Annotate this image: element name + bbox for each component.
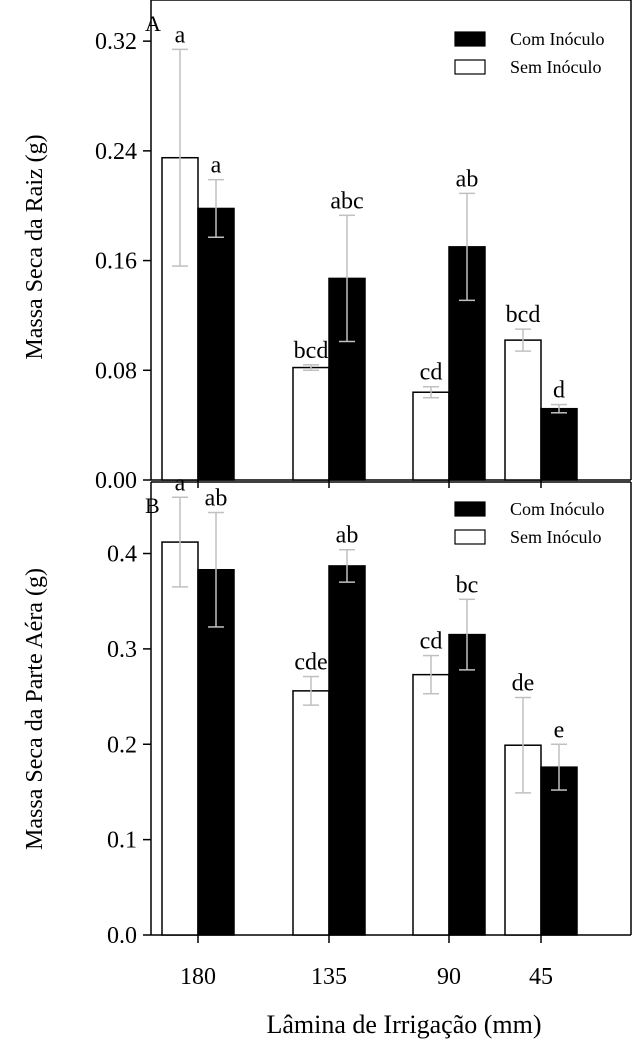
panel-b-shoot-mass-chart: 0.0 0.1 0.2 0.3 0.4 Massa Seca da Parte Aéra … (22, 470, 632, 990)
panel-a-error-bar-sem-inoculo-180 (172, 48, 188, 267)
panel-a-error-bar-sem-inoculo-90 (423, 385, 439, 399)
panel-a-legend-swatch-com-inoculo (454, 31, 486, 47)
panel-b-legend-swatch-com-inoculo (454, 501, 486, 517)
panel-b-error-bar-com-inoculo-180 (208, 511, 224, 628)
panel-a-y-axis-label: Massa Seca da Raiz (g) (22, 134, 48, 359)
x-axis-label: Lâmina de Irrigação (mm) (266, 1010, 541, 1039)
panel-a-significance-label-sem-inoculo-180: a (175, 22, 186, 48)
panel-a-legend: Com Inóculo Sem Inóculo (454, 29, 605, 77)
panel-b-bar-sem-inoculo-180 (161, 541, 199, 936)
panel-b-y-tick-label-0-0: 0.0 (107, 923, 137, 949)
panel-b-y-axis-label: Massa Seca da Parte Aéra (g) (22, 568, 48, 850)
panel-a-y-tick-label-0-08: 0.08 (95, 358, 137, 384)
panel-b-bar-com-inoculo-135 (328, 565, 366, 936)
panel-b-bar-sem-inoculo-90 (412, 673, 450, 936)
panel-b-legend-swatch-sem-inoculo (454, 529, 486, 545)
x-tick-label-135: 135 (311, 964, 347, 990)
panel-b-error-bar-sem-inoculo-90 (423, 654, 439, 695)
x-tick-label-45: 45 (529, 964, 553, 990)
panel-b-significance-label-sem-inoculo-135: cde (294, 650, 327, 676)
panel-b-significance-label-com-inoculo-180: ab (205, 486, 228, 512)
panel-a-significance-label-com-inoculo-45: d (553, 378, 565, 404)
panel-b-significance-label-sem-inoculo-180: a (175, 470, 186, 496)
panel-b-legend-label-sem-inoculo: Sem Inóculo (510, 527, 602, 547)
panel-a-significance-label-com-inoculo-90: ab (456, 166, 479, 192)
x-tick-label-180: 180 (180, 964, 216, 990)
x-tick-label-90: 90 (437, 964, 461, 990)
panel-b-y-tick-label-0-2: 0.2 (107, 732, 137, 758)
panel-a-bar-com-inoculo-45 (540, 407, 578, 481)
panel-b-significance-label-com-inoculo-135: ab (336, 523, 359, 549)
panel-a-significance-label-sem-inoculo-45: bcd (506, 302, 541, 328)
panel-a-panel-label: A (145, 11, 161, 36)
panel-a-error-bar-com-inoculo-45 (551, 403, 567, 414)
panel-b-significance-label-sem-inoculo-45: de (512, 671, 535, 697)
panel-a-error-bar-com-inoculo-180 (208, 178, 224, 239)
panel-a-significance-label-sem-inoculo-90: cd (420, 360, 443, 386)
panel-b-significance-label-com-inoculo-45: e (554, 717, 565, 743)
panel-b-y-tick-label-0-1: 0.1 (107, 828, 137, 854)
panel-b-significance-label-sem-inoculo-90: cd (420, 629, 443, 655)
panel-a-legend-label-com-inoculo: Com Inóculo (510, 29, 605, 49)
panel-a-y-tick-label-0-16: 0.16 (95, 249, 137, 275)
panel-a-error-bar-sem-inoculo-45 (515, 328, 531, 352)
panel-a-significance-label-com-inoculo-135: abc (330, 188, 363, 214)
panel-a-error-bar-sem-inoculo-135 (303, 364, 319, 372)
panel-b-error-bar-sem-inoculo-180 (172, 496, 188, 588)
panel-a-y-tick-label-0-24: 0.24 (95, 139, 137, 165)
panel-a-bar-sem-inoculo-45 (504, 339, 542, 481)
panel-a-significance-label-com-inoculo-180: a (211, 153, 222, 179)
panel-b-legend-label-com-inoculo: Com Inóculo (510, 499, 605, 519)
panel-a-bar-sem-inoculo-135 (292, 366, 330, 481)
panel-a-bar-com-inoculo-180 (197, 207, 235, 481)
panel-a-y-tick-label-0-32: 0.32 (95, 29, 137, 55)
panel-b-panel-label: B (145, 493, 160, 518)
panel-a-y-tick-label-0-00: 0.00 (95, 468, 137, 494)
panel-b-legend: Com Inóculo Sem Inóculo (454, 499, 605, 547)
panel-b-error-bar-com-inoculo-45 (551, 743, 567, 791)
panel-b-significance-label-com-inoculo-90: bc (456, 572, 479, 598)
panel-b-bar-com-inoculo-90 (448, 633, 486, 936)
panel-a-error-bar-com-inoculo-90 (459, 192, 475, 302)
panel-a-root-mass-chart: 0.00 0.08 0.16 0.24 0.32 Massa Seca da Raiz (… (22, 0, 632, 494)
panel-a-legend-label-sem-inoculo: Sem Inóculo (510, 57, 602, 77)
panel-a-legend-swatch-sem-inoculo (454, 59, 486, 75)
panel-a-bar-sem-inoculo-90 (412, 391, 450, 481)
panel-b-error-bar-com-inoculo-90 (459, 598, 475, 671)
panel-a-error-bar-com-inoculo-135 (339, 214, 355, 343)
panel-b-bar-sem-inoculo-135 (292, 690, 330, 936)
panel-a-significance-label-sem-inoculo-135: bcd (294, 338, 329, 364)
panel-b-error-bar-com-inoculo-135 (339, 548, 355, 583)
panel-b-y-tick-label-0-4: 0.4 (107, 542, 137, 568)
panel-b-bar-com-inoculo-180 (197, 568, 235, 936)
panel-b-error-bar-sem-inoculo-135 (303, 675, 319, 706)
panel-b-bar-com-inoculo-45 (540, 766, 578, 936)
panel-b-y-tick-label-0-3: 0.3 (107, 637, 137, 663)
panel-b-error-bar-sem-inoculo-45 (515, 696, 531, 794)
